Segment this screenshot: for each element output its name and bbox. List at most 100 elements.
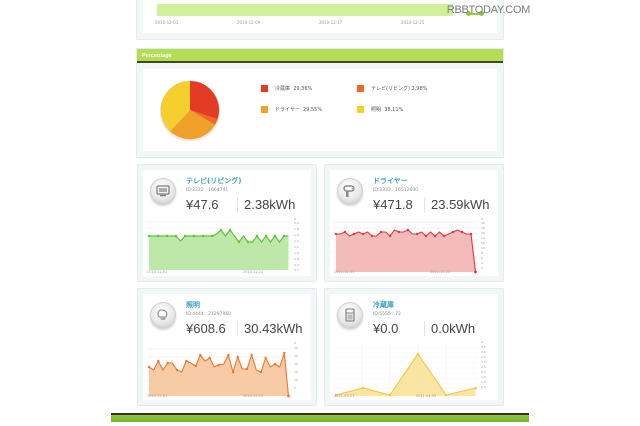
top-chart-area: [157, 4, 453, 16]
legend-item: 冷蔵庫 29,36%: [261, 85, 312, 92]
legend-swatch: [357, 85, 364, 92]
legend-value: 2,98%: [411, 85, 428, 92]
refrigerator-usage-chart: ¥4.54.03.53.02.52.01.51.00.5: [334, 340, 486, 397]
divider: [237, 197, 238, 212]
x-tick: 2010-12-25: [401, 20, 425, 25]
x-tick: 2010-12-01: [334, 270, 355, 274]
legend-swatch: [357, 106, 364, 113]
svg-text:0.2: 0.2: [294, 268, 299, 272]
legend-item: ドライヤー 29,55%: [261, 106, 322, 113]
footer-bar: [111, 413, 529, 422]
device-card-tv[interactable]: テレビ(リビング) ID:2222 : 1664741 ¥47.6 2.38kW…: [137, 164, 317, 282]
light-bulb-icon: [150, 302, 176, 328]
svg-text:1.0: 1.0: [481, 380, 486, 384]
x-tick: 2010-12-01: [147, 394, 168, 398]
svg-text:14: 14: [481, 236, 485, 240]
svg-text:4.5: 4.5: [481, 345, 486, 349]
tv-icon: [150, 178, 176, 204]
svg-text:1.5: 1.5: [481, 375, 486, 379]
svg-text:12: 12: [481, 241, 485, 245]
device-name[interactable]: テレビ(リビング): [186, 177, 242, 185]
x-tick: 2010-12-22: [243, 270, 264, 274]
device-id: ID:5555 : 72: [373, 312, 401, 317]
svg-text:0.8: 0.8: [294, 257, 299, 261]
svg-text:3.5: 3.5: [481, 355, 486, 359]
x-tick: 2011-04-05: [416, 394, 437, 398]
device-energy: 0.0kWh: [431, 321, 476, 336]
divider: [237, 321, 238, 336]
svg-text:20: 20: [294, 362, 298, 366]
svg-text:1.8: 1.8: [294, 227, 299, 231]
legend-value: 29,36%: [293, 85, 313, 92]
lighting-usage-chart: ¥30 25 20 15 10 5: [147, 341, 298, 398]
svg-text:15: 15: [294, 370, 298, 374]
divider: [424, 321, 425, 336]
svg-text:20: 20: [481, 221, 485, 225]
device-card-dryer[interactable]: ドライヤー ID:3333 : 16512600 ¥471.8 23.59kWh…: [324, 164, 504, 282]
watermark: RBBTODAY.COM: [446, 4, 531, 16]
device-energy: 30.43kWh: [244, 321, 303, 336]
svg-text:10: 10: [481, 246, 485, 250]
legend-label: テレビ(リビング): [371, 86, 410, 92]
legend-value: 38,11%: [384, 106, 404, 113]
svg-text:¥: ¥: [481, 217, 483, 221]
device-card-refrigerator[interactable]: 冷蔵庫 ID:5555 : 72 ¥0.0 0.0kWh ¥4.5 4.0 3.5 3…: [324, 288, 504, 406]
svg-text:1.6: 1.6: [294, 233, 299, 237]
svg-text:30: 30: [294, 346, 298, 350]
svg-text:5: 5: [294, 386, 296, 390]
svg-text:2: 2: [481, 266, 483, 270]
legend-label: 照明: [371, 107, 382, 113]
legend-value: 29,55%: [303, 106, 323, 113]
svg-text:18: 18: [481, 226, 485, 230]
svg-text:0.5: 0.5: [481, 385, 486, 389]
x-tick: 2010-12-17: [319, 20, 343, 25]
svg-text:6: 6: [481, 256, 483, 260]
svg-text:1.4: 1.4: [294, 239, 299, 243]
device-cost: ¥47.6: [186, 197, 219, 212]
legend-swatch: [261, 85, 268, 92]
legend-label: 冷蔵庫: [275, 86, 291, 92]
x-tick: 2010-12-09: [237, 20, 261, 25]
device-cost: ¥471.8: [373, 197, 413, 212]
top-chart-line: [466, 11, 484, 16]
device-energy: 23.59kWh: [431, 197, 490, 212]
device-cost: ¥608.6: [186, 321, 226, 336]
percentage-pie-chart: [159, 80, 221, 141]
device-name[interactable]: 冷蔵庫: [373, 301, 394, 309]
svg-text:4.0: 4.0: [481, 350, 486, 354]
svg-text:10: 10: [294, 378, 298, 382]
x-tick: 2010-12-22: [243, 394, 264, 398]
svg-text:8: 8: [481, 251, 483, 255]
percentage-title: Percentage: [137, 49, 503, 63]
device-cost: ¥0.0: [373, 321, 399, 336]
hair-dryer-icon: [337, 178, 363, 204]
device-id: ID:4444 : 21297960: [186, 312, 232, 317]
legend-swatch: [261, 106, 268, 113]
x-tick: 2010-12-01: [155, 20, 179, 25]
svg-text:25: 25: [294, 354, 298, 358]
svg-text:4: 4: [481, 261, 483, 265]
svg-text:¥: ¥: [294, 217, 296, 221]
top-chart-panel: 2010-12-01 2010-12-09 2010-12-17 2010-12…: [136, 0, 504, 40]
percentage-panel: Percentage 冷蔵庫 29,36% テレビ(リビング) 2,98% ドラ…: [136, 48, 504, 158]
svg-text:2.5: 2.5: [481, 365, 486, 369]
svg-text:¥: ¥: [481, 340, 483, 344]
svg-text:16: 16: [481, 231, 485, 235]
legend-item: 照明 38,11%: [357, 106, 403, 113]
device-energy: 2.38kWh: [244, 197, 296, 212]
svg-text:1.2: 1.2: [294, 245, 299, 249]
svg-text:1.0: 1.0: [294, 251, 299, 255]
x-tick: 2010-12-22: [430, 270, 451, 274]
x-tick: 2011-03-27: [334, 394, 355, 398]
legend-item: テレビ(リビング) 2,98%: [357, 85, 427, 92]
device-name[interactable]: 照明: [186, 301, 200, 309]
device-id: ID:2222 : 1664741: [186, 188, 229, 193]
device-card-lighting[interactable]: 照明 ID:4444 : 21297960 ¥608.6 30.43kWh ¥3…: [137, 288, 317, 406]
svg-text:2.0: 2.0: [481, 370, 486, 374]
svg-text:¥: ¥: [294, 341, 296, 345]
device-name[interactable]: ドライヤー: [373, 177, 408, 185]
x-tick: 2010-12-01: [147, 270, 168, 274]
divider: [424, 197, 425, 212]
device-id: ID:3333 : 16512600: [373, 188, 419, 193]
